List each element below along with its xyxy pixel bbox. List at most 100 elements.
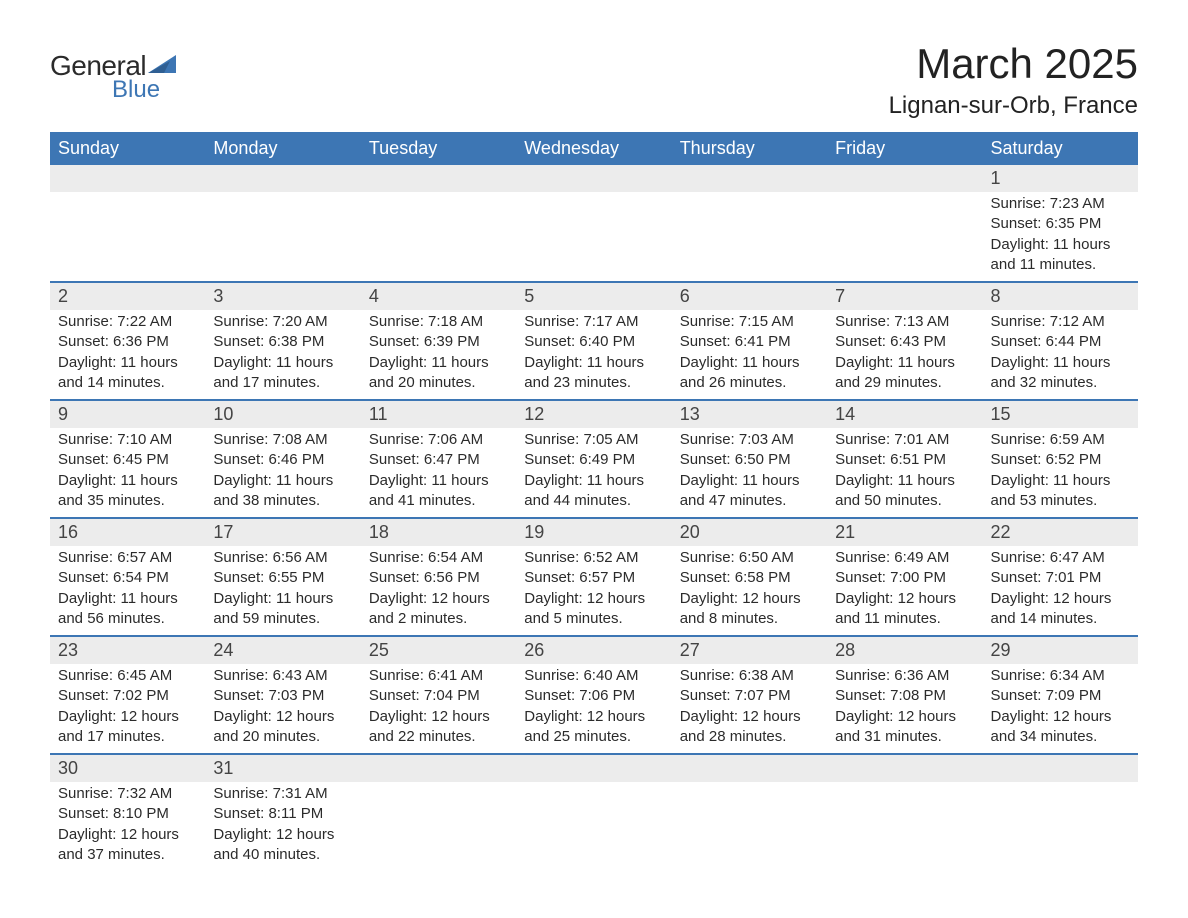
day-number — [672, 755, 827, 782]
daylight-line: Daylight: 12 hours and 11 minutes. — [835, 589, 974, 630]
sunset-line: Sunset: 6:46 PM — [213, 450, 352, 470]
sunset-line: Sunset: 6:55 PM — [213, 568, 352, 588]
calendar-cell: 2Sunrise: 7:22 AMSunset: 6:36 PMDaylight… — [50, 282, 205, 400]
calendar-cell — [50, 165, 205, 282]
calendar-cell: 21Sunrise: 6:49 AMSunset: 7:00 PMDayligh… — [827, 518, 982, 636]
col-wednesday: Wednesday — [516, 132, 671, 165]
day-number: 17 — [205, 519, 360, 546]
sunset-line: Sunset: 7:03 PM — [213, 686, 352, 706]
calendar-cell: 23Sunrise: 6:45 AMSunset: 7:02 PMDayligh… — [50, 636, 205, 754]
calendar-cell: 17Sunrise: 6:56 AMSunset: 6:55 PMDayligh… — [205, 518, 360, 636]
calendar-cell: 13Sunrise: 7:03 AMSunset: 6:50 PMDayligh… — [672, 400, 827, 518]
calendar-cell: 10Sunrise: 7:08 AMSunset: 6:46 PMDayligh… — [205, 400, 360, 518]
day-number — [50, 165, 205, 192]
sunset-line: Sunset: 6:49 PM — [524, 450, 663, 470]
day-body — [205, 192, 360, 200]
day-body: Sunrise: 6:47 AMSunset: 7:01 PMDaylight:… — [983, 546, 1138, 635]
day-number — [516, 755, 671, 782]
daylight-line: Daylight: 11 hours and 20 minutes. — [369, 353, 508, 394]
calendar-cell: 1Sunrise: 7:23 AMSunset: 6:35 PMDaylight… — [983, 165, 1138, 282]
sunset-line: Sunset: 6:40 PM — [524, 332, 663, 352]
calendar-cell: 14Sunrise: 7:01 AMSunset: 6:51 PMDayligh… — [827, 400, 982, 518]
day-number: 27 — [672, 637, 827, 664]
logo-word-2: Blue — [112, 76, 160, 104]
sunrise-line: Sunrise: 6:54 AM — [369, 548, 508, 568]
day-number — [672, 165, 827, 192]
sunset-line: Sunset: 6:45 PM — [58, 450, 197, 470]
day-body: Sunrise: 7:17 AMSunset: 6:40 PMDaylight:… — [516, 310, 671, 399]
day-body: Sunrise: 6:36 AMSunset: 7:08 PMDaylight:… — [827, 664, 982, 753]
day-body: Sunrise: 7:05 AMSunset: 6:49 PMDaylight:… — [516, 428, 671, 517]
daylight-line: Daylight: 12 hours and 25 minutes. — [524, 707, 663, 748]
day-body: Sunrise: 6:34 AMSunset: 7:09 PMDaylight:… — [983, 664, 1138, 753]
col-monday: Monday — [205, 132, 360, 165]
sunrise-line: Sunrise: 6:52 AM — [524, 548, 663, 568]
calendar-cell: 16Sunrise: 6:57 AMSunset: 6:54 PMDayligh… — [50, 518, 205, 636]
sunrise-line: Sunrise: 7:17 AM — [524, 312, 663, 332]
logo-triangle-icon — [148, 55, 176, 78]
sunrise-line: Sunrise: 7:13 AM — [835, 312, 974, 332]
sunrise-line: Sunrise: 7:12 AM — [991, 312, 1130, 332]
calendar-cell: 7Sunrise: 7:13 AMSunset: 6:43 PMDaylight… — [827, 282, 982, 400]
sunrise-line: Sunrise: 7:15 AM — [680, 312, 819, 332]
sunset-line: Sunset: 6:51 PM — [835, 450, 974, 470]
daylight-line: Daylight: 11 hours and 50 minutes. — [835, 471, 974, 512]
calendar-header-row: Sunday Monday Tuesday Wednesday Thursday… — [50, 132, 1138, 165]
day-number: 3 — [205, 283, 360, 310]
day-number: 4 — [361, 283, 516, 310]
day-body — [983, 782, 1138, 790]
sunset-line: Sunset: 6:44 PM — [991, 332, 1130, 352]
day-number: 31 — [205, 755, 360, 782]
sunrise-line: Sunrise: 6:56 AM — [213, 548, 352, 568]
day-number — [361, 165, 516, 192]
calendar-week: 2Sunrise: 7:22 AMSunset: 6:36 PMDaylight… — [50, 282, 1138, 400]
day-body: Sunrise: 7:10 AMSunset: 6:45 PMDaylight:… — [50, 428, 205, 517]
sunrise-line: Sunrise: 7:05 AM — [524, 430, 663, 450]
day-number — [827, 755, 982, 782]
daylight-line: Daylight: 12 hours and 14 minutes. — [991, 589, 1130, 630]
sunset-line: Sunset: 8:11 PM — [213, 804, 352, 824]
day-number — [361, 755, 516, 782]
sunset-line: Sunset: 6:41 PM — [680, 332, 819, 352]
sunrise-line: Sunrise: 7:20 AM — [213, 312, 352, 332]
day-body: Sunrise: 7:23 AMSunset: 6:35 PMDaylight:… — [983, 192, 1138, 281]
month-title: March 2025 — [889, 40, 1138, 88]
daylight-line: Daylight: 11 hours and 26 minutes. — [680, 353, 819, 394]
day-body — [361, 782, 516, 790]
day-number: 7 — [827, 283, 982, 310]
sunset-line: Sunset: 6:43 PM — [835, 332, 974, 352]
day-number: 6 — [672, 283, 827, 310]
calendar-week: 16Sunrise: 6:57 AMSunset: 6:54 PMDayligh… — [50, 518, 1138, 636]
daylight-line: Daylight: 12 hours and 17 minutes. — [58, 707, 197, 748]
day-body — [516, 192, 671, 200]
calendar-cell — [827, 165, 982, 282]
sunrise-line: Sunrise: 7:23 AM — [991, 194, 1130, 214]
sunrise-line: Sunrise: 6:43 AM — [213, 666, 352, 686]
sunset-line: Sunset: 6:36 PM — [58, 332, 197, 352]
day-number: 15 — [983, 401, 1138, 428]
calendar-cell — [983, 754, 1138, 871]
day-body: Sunrise: 6:57 AMSunset: 6:54 PMDaylight:… — [50, 546, 205, 635]
daylight-line: Daylight: 12 hours and 22 minutes. — [369, 707, 508, 748]
calendar-table: Sunday Monday Tuesday Wednesday Thursday… — [50, 132, 1138, 871]
daylight-line: Daylight: 11 hours and 17 minutes. — [213, 353, 352, 394]
day-body: Sunrise: 6:49 AMSunset: 7:00 PMDaylight:… — [827, 546, 982, 635]
sunrise-line: Sunrise: 7:08 AM — [213, 430, 352, 450]
sunrise-line: Sunrise: 6:38 AM — [680, 666, 819, 686]
col-thursday: Thursday — [672, 132, 827, 165]
day-body — [672, 192, 827, 200]
sunrise-line: Sunrise: 7:31 AM — [213, 784, 352, 804]
day-body: Sunrise: 7:32 AMSunset: 8:10 PMDaylight:… — [50, 782, 205, 871]
sunrise-line: Sunrise: 6:41 AM — [369, 666, 508, 686]
calendar-cell: 29Sunrise: 6:34 AMSunset: 7:09 PMDayligh… — [983, 636, 1138, 754]
daylight-line: Daylight: 11 hours and 32 minutes. — [991, 353, 1130, 394]
daylight-line: Daylight: 11 hours and 44 minutes. — [524, 471, 663, 512]
calendar-cell — [672, 754, 827, 871]
calendar-cell — [516, 165, 671, 282]
sunset-line: Sunset: 7:08 PM — [835, 686, 974, 706]
daylight-line: Daylight: 11 hours and 38 minutes. — [213, 471, 352, 512]
sunset-line: Sunset: 6:35 PM — [991, 214, 1130, 234]
calendar-cell: 3Sunrise: 7:20 AMSunset: 6:38 PMDaylight… — [205, 282, 360, 400]
sunset-line: Sunset: 6:56 PM — [369, 568, 508, 588]
day-number: 8 — [983, 283, 1138, 310]
